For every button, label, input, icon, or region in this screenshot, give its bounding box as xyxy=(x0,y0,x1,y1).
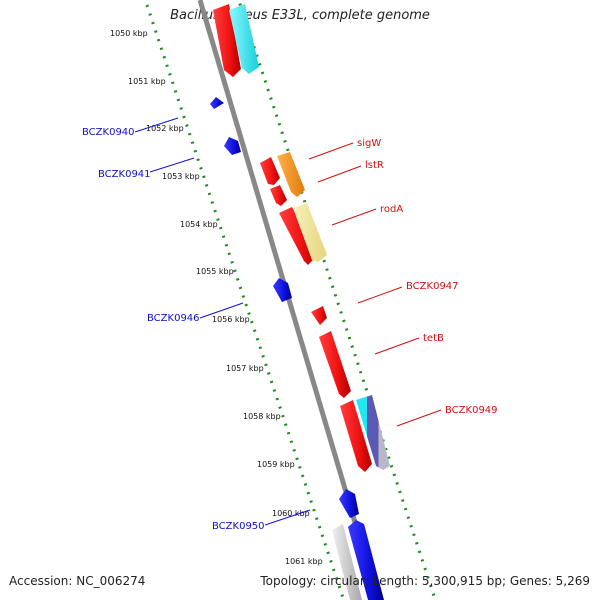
tick-label: 1055 kbp xyxy=(196,267,234,276)
gene-bczk0950[interactable] xyxy=(339,489,359,518)
inner-tick-track xyxy=(145,4,346,600)
leader-line xyxy=(264,509,311,526)
gene-label-left[interactable]: BCZK0950 xyxy=(212,521,265,532)
tick-label: 1058 kbp xyxy=(243,412,281,421)
leader-line xyxy=(396,409,442,427)
gene-label-left[interactable]: BCZK0941 xyxy=(98,169,151,180)
gene-grey-lower[interactable] xyxy=(332,524,362,600)
accession-text: Accession: NC_006274 xyxy=(9,574,146,588)
gene-bczk0947[interactable] xyxy=(311,306,327,325)
gene-bczk0940[interactable] xyxy=(210,97,224,109)
gene-label-right[interactable]: BCZK0947 xyxy=(406,281,459,292)
gene-sigw-partner[interactable] xyxy=(270,185,287,206)
outer-tick-track xyxy=(237,0,437,600)
gene-bczk0946[interactable] xyxy=(273,278,292,302)
tick-label: 1056 kbp xyxy=(212,315,250,324)
tick-label: 1053 kbp xyxy=(162,172,200,181)
leader-line xyxy=(317,165,362,183)
leader-line xyxy=(134,117,179,133)
leader-line xyxy=(374,337,420,355)
gene-label-left[interactable]: BCZK0946 xyxy=(147,313,200,324)
gene-label-right[interactable]: BCZK0949 xyxy=(445,405,498,416)
tick-label: 1052 kbp xyxy=(146,124,184,133)
gene-lstr[interactable] xyxy=(277,152,305,197)
leader-line xyxy=(149,157,195,173)
leader-line xyxy=(357,286,403,304)
genome-summary: Topology: circular; Length: 5,300,915 bp… xyxy=(260,574,590,588)
gene-bczk0949-stripe[interactable] xyxy=(356,395,390,470)
gene-label-right[interactable]: tetB xyxy=(423,333,444,344)
gene-tetb[interactable] xyxy=(319,331,351,398)
tick-label: 1050 kbp xyxy=(110,29,148,38)
leader-line xyxy=(199,302,244,319)
gene-roda-khaki[interactable] xyxy=(293,203,327,262)
leader-line xyxy=(308,142,354,160)
gene-blue-lower[interactable] xyxy=(348,520,384,600)
tick-label: 1061 kbp xyxy=(285,557,323,566)
gene-bczk0949[interactable] xyxy=(340,400,372,472)
gene-sigw[interactable] xyxy=(260,157,280,185)
tick-label: 1057 kbp xyxy=(226,364,264,373)
gene-label-left[interactable]: BCZK0940 xyxy=(82,127,135,138)
gene-cyan-top[interactable] xyxy=(229,4,259,74)
tick-label: 1060 kbp xyxy=(272,509,310,518)
gene-label-right[interactable]: sigW xyxy=(357,138,381,149)
gene-red-top[interactable] xyxy=(213,4,241,77)
gene-label-right[interactable]: lstR xyxy=(365,160,384,171)
gene-label-right[interactable]: rodA xyxy=(380,204,403,215)
tick-label: 1054 kbp xyxy=(180,220,218,229)
tick-label: 1059 kbp xyxy=(257,460,295,469)
gene-bczk0941[interactable] xyxy=(224,137,241,155)
gene-roda[interactable] xyxy=(279,207,317,265)
tick-label: 1051 kbp xyxy=(128,77,166,86)
leader-line xyxy=(331,208,377,226)
